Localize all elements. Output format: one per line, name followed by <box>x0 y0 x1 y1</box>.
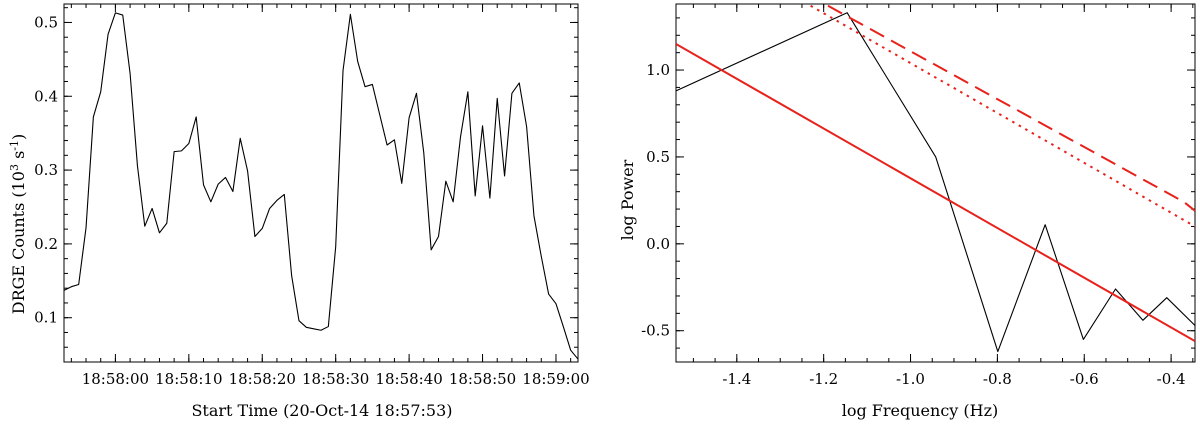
right-x-tick-label: -0.6 <box>1070 370 1099 388</box>
right-plot-frame <box>675 3 1196 363</box>
left-y-axis-title: DRGE Counts (103 s-1) <box>8 134 28 315</box>
chart-power-spectrum: -1.4 -1.2 -1.0 -0.8 -0.6 -0.4 -0.5 0.0 0.5 1.0 lo… <box>618 3 1196 420</box>
right-tick-labels: -1.4 -1.2 -1.0 -0.8 -0.6 -0.4 -0.5 0.0 0.5 1.0 <box>641 61 1186 388</box>
left-x-tick-label: 18:58:40 <box>375 370 442 388</box>
left-axes <box>63 3 579 363</box>
left-x-axis-title: Start Time (20-Oct-14 18:57:53) <box>191 401 452 420</box>
fit-dotted-line <box>810 4 1195 228</box>
chart-time-series: 18:58:00 18:58:10 18:58:20 18:58:30 18:58:40… <box>8 3 590 420</box>
left-x-tick-label: 18:58:20 <box>229 370 296 388</box>
right-x-tick-label: -0.4 <box>1157 370 1186 388</box>
left-y-tick-label: 0.4 <box>34 87 58 105</box>
right-y-tick-label: 0.5 <box>646 148 670 166</box>
left-y-tick-label: 0.1 <box>34 309 58 327</box>
left-x-tick-label: 18:58:10 <box>155 370 222 388</box>
fit-solid-line <box>676 43 1195 343</box>
right-y-tick-label: 1.0 <box>646 61 670 79</box>
left-y-tick-label: 0.2 <box>34 235 58 253</box>
left-series-group <box>64 12 578 360</box>
left-x-tick-label: 18:58:30 <box>302 370 369 388</box>
right-y-tick-label: 0.0 <box>646 235 670 253</box>
right-axes <box>675 3 1196 363</box>
left-y-tick-label: 0.3 <box>34 161 58 179</box>
counts-line <box>64 12 578 360</box>
right-x-axis-title: log Frequency (Hz) <box>842 401 999 420</box>
left-x-tick-label: 18:58:00 <box>82 370 149 388</box>
right-series-group <box>676 4 1195 353</box>
right-x-tick-label: -1.4 <box>722 370 751 388</box>
spectrum-line <box>676 12 1195 353</box>
right-y-axis-title: log Power <box>618 159 637 240</box>
right-x-tick-label: -1.0 <box>896 370 925 388</box>
left-x-tick-label: 18:59:00 <box>522 370 589 388</box>
fit-dashed-line <box>827 4 1195 212</box>
left-y-tick-label: 0.5 <box>34 13 58 31</box>
left-x-tick-label: 18:58:50 <box>449 370 516 388</box>
right-x-tick-label: -1.2 <box>809 370 838 388</box>
left-tick-labels: 18:58:00 18:58:10 18:58:20 18:58:30 18:58:40… <box>34 13 590 388</box>
left-plot-frame <box>63 3 579 363</box>
right-x-tick-label: -0.8 <box>983 370 1012 388</box>
right-y-tick-label: -0.5 <box>641 322 670 340</box>
